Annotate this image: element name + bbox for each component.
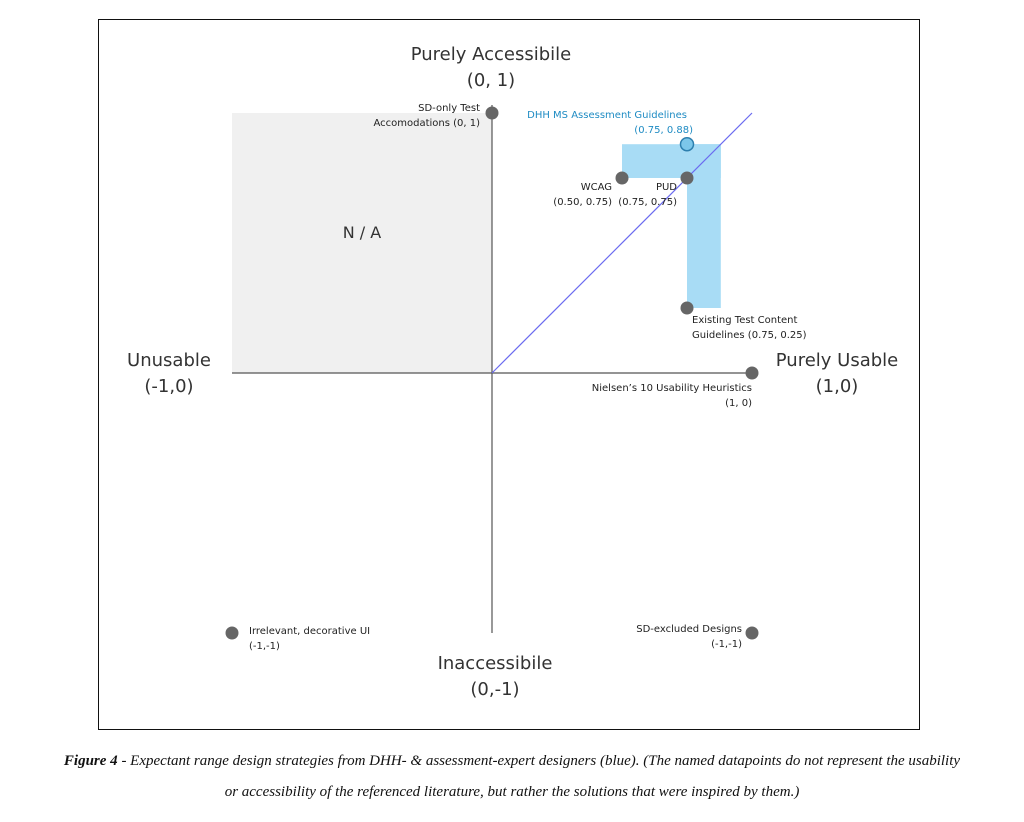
na-region: [232, 113, 492, 373]
left-axis-name: Unusable: [127, 350, 211, 371]
point-label-line: PUD: [656, 182, 677, 193]
point-label-8: SD-excluded Designs (-1,-1): [636, 624, 742, 650]
top-axis-coord: (0, 1): [466, 70, 516, 91]
point-label-line: Nielsen’s 10 Usability Heuristics: [592, 383, 752, 394]
diagonal-line: [491, 112, 753, 374]
right-axis-label: Purely Usable (1,0): [772, 348, 902, 400]
caption-line-2: or accessibility of the referenced liter…: [224, 784, 800, 800]
point-label-4: PUD (0.75, 0.75): [618, 182, 677, 208]
point-2: [679, 136, 695, 152]
point-3: [615, 171, 629, 185]
point-7: [225, 626, 239, 640]
caption-text-1: - Expectant range design strategies from…: [117, 753, 961, 769]
point-label-6: Nielsen’s 10 Usability Heuristics (1, 0): [592, 383, 752, 409]
point-label-line: WCAG: [581, 182, 612, 193]
point-4: [680, 171, 694, 185]
point-label-line: Existing Test Content: [692, 315, 798, 326]
point-label-line: SD-only Test: [418, 103, 480, 114]
point-label-2: DHH MS Assessment Guidelines (0.75, 0.88): [527, 110, 693, 136]
point-label-line: (-1,-1): [249, 641, 280, 652]
figure-caption: Figure 4 - Expectant range design strate…: [0, 746, 1024, 808]
point-label-7: Irrelevant, decorative UI (-1,-1): [249, 626, 370, 652]
point-6: [745, 366, 759, 380]
point-label-line: Guidelines (0.75, 0.25): [692, 330, 807, 341]
point-1: [485, 106, 499, 120]
point-label-line: (0.75, 0.88): [634, 125, 693, 136]
left-axis-label: Unusable (-1,0): [109, 348, 229, 400]
top-axis-name: Purely Accessibile: [410, 44, 572, 65]
bottom-axis-label: Inaccessibile (0,-1): [395, 651, 595, 703]
right-axis-name: Purely Usable: [775, 350, 899, 371]
na-label: N / A: [343, 223, 382, 242]
quadrant-chart: N / A SD-only Test Accomodations (0, 1) DHH…: [225, 103, 807, 652]
point-label-3: WCAG (0.50, 0.75): [553, 182, 612, 208]
point-label-line: SD-excluded Designs: [636, 624, 742, 635]
top-axis-label: Purely Accessibile (0, 1): [391, 42, 591, 94]
point-label-line: (-1,-1): [711, 639, 742, 650]
point-label-line: (0.75, 0.75): [618, 197, 677, 208]
point-label-line: (1, 0): [725, 398, 752, 409]
point-8: [745, 626, 759, 640]
right-axis-coord: (1,0): [815, 376, 859, 397]
expected-range-vertical: [687, 144, 721, 308]
point-label-5: Existing Test Content Guidelines (0.75, 0…: [692, 315, 807, 341]
caption-line-1: Figure 4 - Expectant range design strate…: [0, 746, 1024, 777]
left-axis-coord: (-1,0): [144, 376, 194, 397]
point-label-1: SD-only Test Accomodations (0, 1): [373, 103, 480, 129]
figure-frame: N / A SD-only Test Accomodations (0, 1) DHH…: [98, 19, 920, 730]
point-label-line: DHH MS Assessment Guidelines: [527, 110, 687, 121]
figure-label: Figure 4: [63, 753, 118, 769]
point-label-line: Accomodations (0, 1): [373, 118, 480, 129]
bottom-axis-name: Inaccessibile: [437, 653, 553, 674]
point-5: [680, 301, 694, 315]
point-label-line: Irrelevant, decorative UI: [249, 626, 370, 637]
bottom-axis-coord: (0,-1): [470, 679, 520, 700]
point-label-line: (0.50, 0.75): [553, 197, 612, 208]
